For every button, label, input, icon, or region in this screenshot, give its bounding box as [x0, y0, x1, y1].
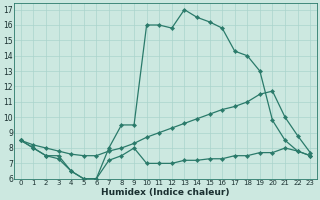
X-axis label: Humidex (Indice chaleur): Humidex (Indice chaleur)	[101, 188, 230, 197]
